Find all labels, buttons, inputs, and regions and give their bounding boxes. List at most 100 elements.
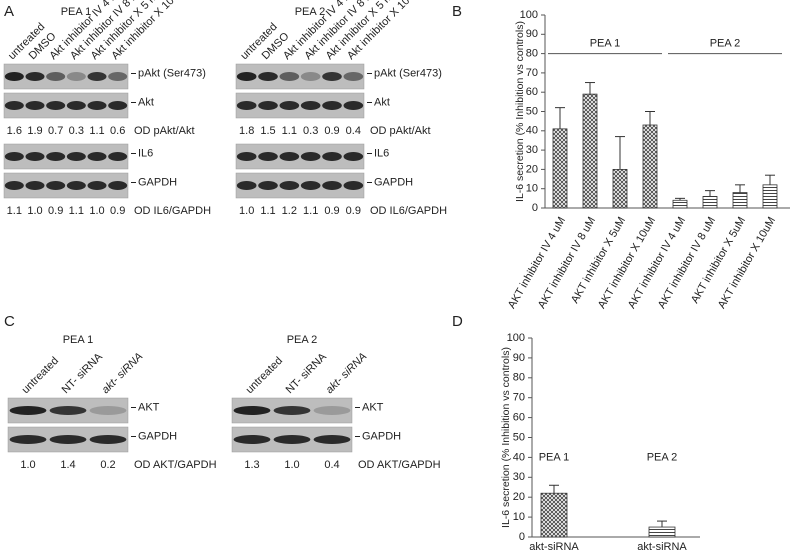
od-value: 0.3 bbox=[69, 125, 84, 137]
y-tick-label: 70 bbox=[513, 392, 525, 404]
bar bbox=[612, 168, 628, 209]
y-tick-label: 30 bbox=[513, 471, 525, 483]
group-title: PEA 2 bbox=[295, 6, 326, 18]
band bbox=[343, 101, 364, 110]
od-value: 1.5 bbox=[260, 125, 275, 137]
bar bbox=[642, 124, 658, 209]
od-value: 1.3 bbox=[244, 459, 259, 471]
band bbox=[49, 406, 87, 415]
od-value: 1.0 bbox=[27, 205, 42, 217]
band bbox=[108, 101, 128, 110]
band bbox=[87, 181, 107, 190]
od-value: 0.9 bbox=[324, 205, 339, 217]
band bbox=[258, 152, 278, 161]
annotation: PEA 2 bbox=[647, 451, 678, 463]
od-label: OD AKT/GAPDH bbox=[358, 459, 441, 471]
band bbox=[258, 72, 278, 81]
blot-label: Akt bbox=[138, 96, 154, 108]
x-tick-label: AKT inhibitor IV 8 uM bbox=[656, 215, 718, 311]
band bbox=[108, 152, 128, 161]
od-value: 0.9 bbox=[48, 205, 63, 217]
blot-label: pAkt (Ser473) bbox=[374, 67, 442, 79]
group-title: PEA 2 bbox=[287, 334, 318, 346]
panel-label: C bbox=[4, 313, 15, 330]
od-value: 0.4 bbox=[324, 459, 339, 471]
x-tick-label: AKT inhibitor X 5uM bbox=[689, 215, 748, 306]
od-value: 1.2 bbox=[282, 205, 297, 217]
od-label: OD pAkt/Akt bbox=[134, 125, 195, 137]
blot-label: AKT bbox=[362, 401, 384, 413]
band bbox=[46, 181, 66, 190]
od-value: 0.7 bbox=[48, 125, 63, 137]
od-label: OD IL6/GAPDH bbox=[370, 205, 447, 217]
band bbox=[25, 72, 45, 81]
lane-label: akt- siRNA bbox=[100, 351, 146, 397]
y-tick-label: 30 bbox=[526, 144, 538, 156]
od-value: 1.4 bbox=[60, 459, 75, 471]
blot-label: GAPDH bbox=[362, 430, 401, 442]
band bbox=[89, 435, 127, 444]
od-label: OD IL6/GAPDH bbox=[134, 205, 211, 217]
band bbox=[46, 101, 66, 110]
band bbox=[236, 101, 257, 110]
blot-label: IL6 bbox=[374, 147, 389, 159]
od-value: 0.9 bbox=[110, 205, 125, 217]
blot bbox=[3, 63, 129, 90]
band bbox=[108, 72, 128, 81]
y-tick-label: 80 bbox=[526, 48, 538, 60]
band bbox=[279, 72, 300, 81]
y-tick-label: 20 bbox=[526, 163, 538, 175]
x-tick-label: AKT inhibitor IV 8 uM bbox=[536, 215, 598, 311]
x-tick-label: AKT inhibitor X 5uM bbox=[569, 215, 628, 306]
bar bbox=[672, 199, 688, 209]
bar bbox=[540, 492, 568, 538]
band bbox=[343, 181, 364, 190]
band bbox=[279, 101, 300, 110]
y-tick-label: 100 bbox=[507, 332, 525, 344]
lane-label: untreated bbox=[244, 355, 285, 396]
y-tick-label: 40 bbox=[526, 125, 538, 137]
x-tick-label: AKT inhibitor IV 4 uM bbox=[506, 215, 568, 311]
band bbox=[233, 406, 271, 415]
y-axis-label: IL-6 secretion (% Inhibition vs controls… bbox=[514, 21, 526, 202]
y-tick-label: 80 bbox=[513, 372, 525, 384]
od-value: 1.0 bbox=[89, 205, 104, 217]
y-tick-label: 40 bbox=[513, 451, 525, 463]
band bbox=[9, 435, 47, 444]
lane-label: NT- siRNA bbox=[60, 350, 106, 396]
band bbox=[87, 152, 107, 161]
band bbox=[66, 181, 86, 190]
band bbox=[322, 72, 342, 81]
od-value: 1.1 bbox=[282, 125, 297, 137]
band bbox=[300, 152, 321, 161]
blot bbox=[3, 92, 129, 119]
od-value: 1.1 bbox=[303, 205, 318, 217]
band bbox=[25, 181, 45, 190]
blot bbox=[235, 92, 365, 119]
band bbox=[279, 152, 300, 161]
od-value: 1.9 bbox=[27, 125, 42, 137]
band bbox=[66, 72, 86, 81]
band bbox=[25, 101, 45, 110]
blot bbox=[3, 143, 129, 170]
band bbox=[236, 181, 257, 190]
od-value: 0.9 bbox=[324, 125, 339, 137]
band bbox=[300, 72, 321, 81]
panel-label: B bbox=[452, 3, 462, 20]
band bbox=[87, 101, 107, 110]
group-title: PEA 1 bbox=[63, 334, 94, 346]
y-tick-label: 10 bbox=[513, 511, 525, 523]
band bbox=[4, 101, 24, 110]
lane-label: untreated bbox=[20, 355, 61, 396]
band bbox=[233, 435, 271, 444]
band bbox=[300, 101, 321, 110]
band bbox=[343, 72, 364, 81]
bar bbox=[762, 184, 778, 209]
y-tick-label: 0 bbox=[519, 531, 525, 543]
band bbox=[258, 181, 278, 190]
lane-label: NT- siRNA bbox=[284, 350, 330, 396]
blot bbox=[235, 143, 365, 170]
blot bbox=[3, 172, 129, 199]
od-value: 1.0 bbox=[20, 459, 35, 471]
